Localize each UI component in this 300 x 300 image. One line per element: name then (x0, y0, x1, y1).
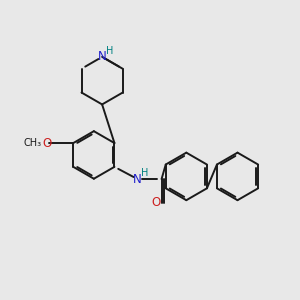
Text: O: O (151, 196, 160, 209)
Text: N: N (98, 50, 106, 63)
Text: CH₃: CH₃ (24, 138, 42, 148)
Text: O: O (42, 136, 51, 150)
Text: H: H (141, 168, 148, 178)
Text: N: N (133, 172, 142, 186)
Text: H: H (106, 46, 113, 56)
